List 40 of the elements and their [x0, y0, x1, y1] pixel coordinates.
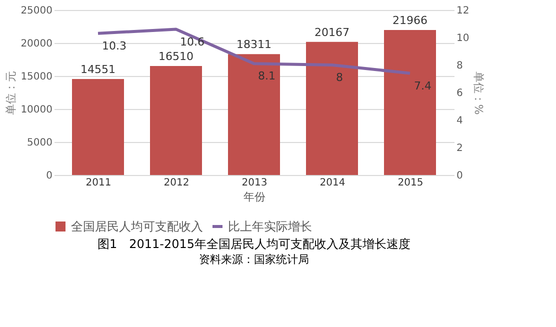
- bar: [228, 54, 280, 175]
- y2-tick-label: 0: [456, 170, 463, 182]
- legend-label: 全国居民人均可支配收入: [71, 220, 203, 234]
- y2-tick-label: 10: [456, 33, 470, 44]
- y-tick-label: 10000: [20, 104, 52, 116]
- y2-tick-label: 4: [456, 116, 463, 126]
- data-label: 16510: [158, 50, 194, 64]
- data-label: 18311: [236, 38, 272, 52]
- x-tick-label: 2014: [320, 178, 346, 188]
- data-label: 21966: [392, 14, 428, 28]
- y-axis-title: 单位：元: [4, 71, 18, 115]
- x-tick-label: 2012: [164, 178, 190, 188]
- data-label: 10.3: [102, 39, 126, 52]
- data-label: 8.1: [258, 70, 276, 83]
- y2-tick-label: 12: [456, 6, 470, 16]
- bar: [150, 66, 202, 175]
- x-tick-label: 2013: [242, 178, 268, 188]
- legend-label: 比上年实际增长: [228, 220, 312, 234]
- y-tick-label: 20000: [20, 38, 52, 50]
- y2-tick-label: 2: [456, 143, 463, 154]
- y-tick-label: 5000: [27, 138, 52, 148]
- data-label: 20167: [314, 26, 350, 39]
- y2-tick-label: 8: [456, 60, 463, 72]
- y-tick-label: 15000: [20, 72, 52, 82]
- x-axis-title: 年份: [244, 190, 266, 204]
- data-label: 10.6: [180, 35, 204, 48]
- y2-tick-label: 6: [456, 88, 463, 99]
- y-tick-label: 25000: [20, 6, 52, 16]
- x-tick-label: 2015: [398, 178, 424, 188]
- text: 资料来源：国家统计局: [199, 253, 309, 266]
- bar: [384, 30, 436, 175]
- data-label: 7.4: [414, 79, 432, 92]
- text: 图1 2011-2015年全国居民人均可支配收入及其增长速度: [97, 237, 411, 251]
- data-label: 8: [336, 71, 343, 84]
- data-label: 14551: [80, 62, 116, 76]
- bar: [72, 78, 124, 175]
- x-tick-label: 2011: [86, 178, 112, 188]
- y-tick-label: 0: [46, 170, 52, 182]
- y2-axis-title: 单位：%: [472, 71, 486, 115]
- bar: [306, 42, 358, 175]
